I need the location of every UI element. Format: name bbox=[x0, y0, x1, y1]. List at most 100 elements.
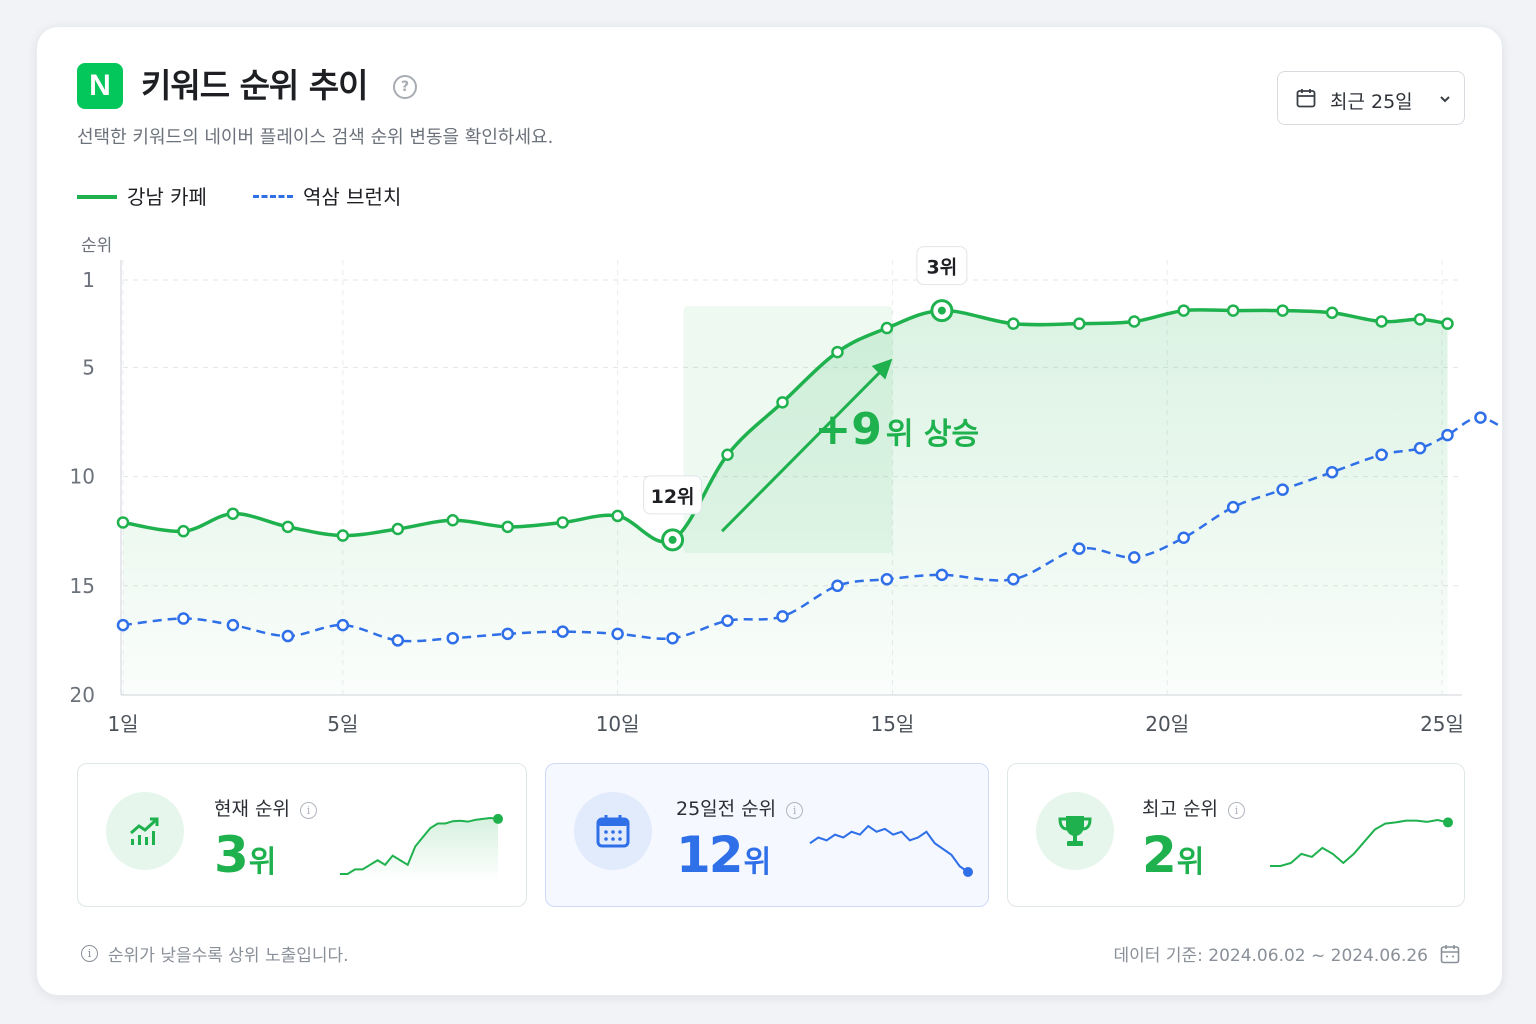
stat-card-25days-ago[interactable]: 25일전 순위 i 12위 bbox=[545, 763, 989, 907]
data-point-gangnam bbox=[1127, 315, 1141, 328]
data-point-gangnam bbox=[336, 529, 350, 542]
data-point-gangnam bbox=[446, 514, 459, 527]
data-point-gangnam bbox=[501, 520, 514, 534]
sparkline-25days-ago bbox=[809, 824, 973, 877]
data-point-gangnam bbox=[721, 448, 734, 461]
x-tick-label: 15일 bbox=[870, 712, 914, 736]
data-point-yeoksam bbox=[776, 610, 789, 623]
info-icon[interactable]: i bbox=[786, 802, 804, 819]
calendar-icon bbox=[1296, 89, 1316, 108]
trophy-icon bbox=[1058, 816, 1092, 846]
callout-box bbox=[916, 246, 968, 286]
callout-label: 3위 bbox=[927, 257, 958, 279]
legend-label: 강남 카페 bbox=[127, 185, 207, 209]
data-point-yeoksam bbox=[1276, 483, 1289, 496]
sparkline-fill bbox=[340, 818, 498, 882]
data-point-yeoksam bbox=[611, 627, 624, 641]
info-icon: i bbox=[81, 945, 98, 962]
date-range-label: 최근 25일 bbox=[1330, 91, 1413, 113]
info-icon[interactable]: i bbox=[1227, 802, 1245, 819]
data-point-yeoksam bbox=[666, 631, 679, 645]
data-point-gangnam bbox=[776, 396, 789, 409]
data-point-gangnam bbox=[1226, 304, 1240, 317]
data-point-yeoksam bbox=[177, 612, 190, 625]
stat-value: 3위 bbox=[214, 826, 277, 884]
page-subtitle: 선택한 키워드의 네이버 플레이스 검색 순위 변동을 확인하세요. bbox=[77, 127, 554, 148]
date-range-select[interactable]: 최근 25일 bbox=[1277, 71, 1465, 125]
data-point-gangnam bbox=[1073, 317, 1086, 330]
legend-swatch-solid bbox=[77, 195, 117, 199]
series-line-gangnam bbox=[122, 308, 1448, 544]
sparkline-line bbox=[340, 816, 499, 875]
data-point-yeoksam bbox=[935, 568, 949, 582]
data-point-yeoksam bbox=[391, 634, 405, 647]
data-point-gangnam bbox=[556, 516, 569, 529]
data-point-gangnam bbox=[611, 509, 624, 523]
data-point-yeoksam bbox=[721, 614, 734, 627]
chevron-down-icon bbox=[1440, 96, 1450, 103]
naver-logo: N bbox=[77, 63, 123, 109]
data-point-yeoksam bbox=[1127, 551, 1141, 564]
y-tick-label: 20 bbox=[70, 683, 95, 707]
data-point-yeoksam bbox=[281, 629, 295, 643]
data-point-gangnam bbox=[226, 507, 240, 520]
sparkline-line bbox=[1270, 818, 1449, 867]
stat-icon-wrap bbox=[574, 792, 652, 870]
x-tick-label: 20일 bbox=[1145, 712, 1189, 736]
callout-label: 12위 bbox=[651, 486, 695, 508]
legend-swatch-dashed bbox=[253, 195, 293, 198]
legend-label: 역삼 브런치 bbox=[303, 185, 402, 209]
sparkline-end-dot bbox=[1443, 817, 1453, 828]
data-point-yeoksam bbox=[1474, 411, 1487, 424]
data-basis-text: 데이터 기준: 2024.06.02 ~ 2024.06.26 bbox=[1113, 946, 1428, 966]
data-point-gangnam bbox=[281, 520, 295, 534]
page-title: 키워드 순위 추이 bbox=[141, 66, 368, 105]
sparkline-best bbox=[1270, 817, 1453, 867]
stat-label: 최고 순위 i bbox=[1142, 794, 1245, 821]
y-tick-label: 15 bbox=[70, 574, 95, 598]
data-point-yeoksam bbox=[880, 572, 894, 586]
data-point-yeoksam bbox=[1441, 428, 1454, 442]
series-line-yeoksam bbox=[122, 416, 1502, 643]
data-point-yeoksam bbox=[501, 627, 514, 641]
data-point-gangnam bbox=[1325, 306, 1339, 320]
data-point-gangnam bbox=[1441, 317, 1454, 330]
stat-value: 12위 bbox=[676, 826, 772, 884]
stat-card-best[interactable]: 최고 순위 i 2위 bbox=[1007, 763, 1465, 907]
stat-value: 2위 bbox=[1142, 826, 1205, 884]
info-icon[interactable]: i bbox=[299, 802, 317, 819]
x-tick-label: 5일 bbox=[327, 712, 358, 736]
highlight-point-dot bbox=[937, 306, 946, 315]
data-point-gangnam bbox=[1375, 315, 1388, 328]
data-point-gangnam bbox=[116, 516, 130, 529]
y-tick-label: 10 bbox=[70, 465, 95, 489]
data-point-yeoksam bbox=[116, 618, 130, 632]
green-area-fill bbox=[123, 309, 1448, 695]
data-point-yeoksam bbox=[1073, 542, 1086, 555]
stat-icon-wrap bbox=[106, 792, 184, 870]
rise-annotation: +9 위 상승 bbox=[814, 404, 979, 455]
footnote-text: 순위가 낮을수록 상위 노출입니다. bbox=[108, 946, 349, 966]
sparkline-end-dot bbox=[493, 813, 503, 824]
data-point-gangnam bbox=[831, 345, 844, 359]
data-point-yeoksam bbox=[1007, 572, 1020, 586]
trend-up-icon bbox=[130, 817, 159, 845]
data-point-yeoksam bbox=[1177, 531, 1190, 544]
stat-card-current[interactable]: 현재 순위 i 3위 bbox=[77, 763, 527, 907]
sparkline-end-dot bbox=[963, 867, 973, 877]
data-point-yeoksam bbox=[1375, 448, 1388, 461]
data-point-yeoksam bbox=[1325, 465, 1339, 479]
calendar-icon[interactable] bbox=[1440, 944, 1460, 964]
callout-box bbox=[643, 475, 703, 515]
rank-trend-card: N 키워드 순위 추이 ? 선택한 키워드의 네이버 플레이스 검색 순위 변동… bbox=[36, 26, 1503, 996]
data-point-yeoksam bbox=[226, 618, 240, 632]
highlight-point-dot bbox=[668, 535, 677, 544]
data-point-yeoksam bbox=[1413, 441, 1427, 455]
data-point-gangnam bbox=[1413, 313, 1427, 326]
rise-arrow-line bbox=[720, 366, 886, 533]
sparkline-current bbox=[340, 813, 503, 882]
rise-arrow-head bbox=[871, 358, 893, 380]
stat-icon-wrap bbox=[1036, 792, 1114, 870]
help-icon[interactable]: ? bbox=[393, 75, 417, 99]
